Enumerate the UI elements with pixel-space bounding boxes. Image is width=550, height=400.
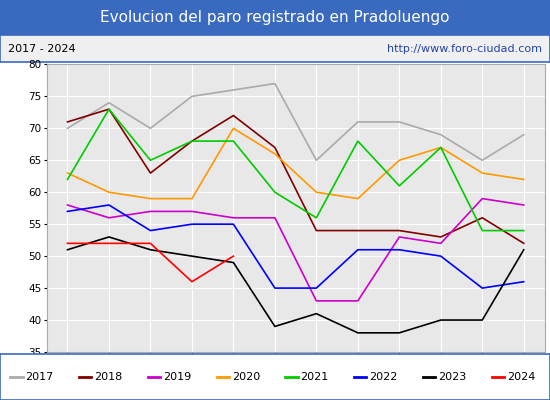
Text: 2024: 2024 <box>507 372 535 382</box>
Text: 2019: 2019 <box>163 372 191 382</box>
Text: http://www.foro-ciudad.com: http://www.foro-ciudad.com <box>387 44 542 54</box>
Text: 2023: 2023 <box>438 372 466 382</box>
Text: 2021: 2021 <box>300 372 329 382</box>
Text: 2017 - 2024: 2017 - 2024 <box>8 44 76 54</box>
Text: 2022: 2022 <box>369 372 398 382</box>
Text: 2020: 2020 <box>232 372 260 382</box>
Text: 2017: 2017 <box>25 372 54 382</box>
Text: Evolucion del paro registrado en Pradoluengo: Evolucion del paro registrado en Pradolu… <box>100 10 450 25</box>
Text: 2018: 2018 <box>94 372 123 382</box>
